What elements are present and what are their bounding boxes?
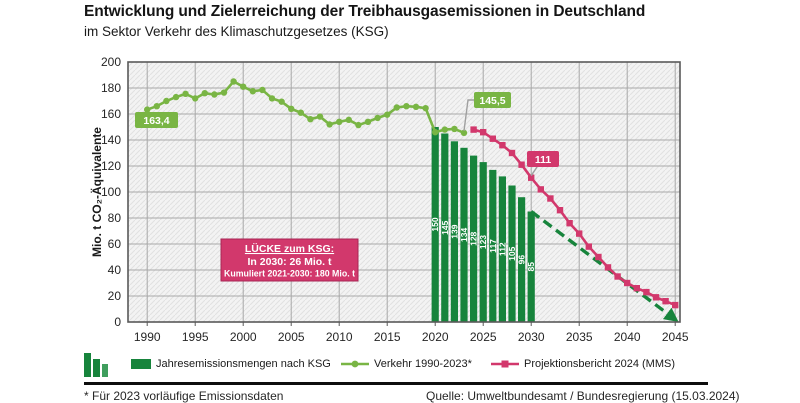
projection-line bbox=[473, 128, 676, 307]
bar-value-label: 145 bbox=[440, 220, 450, 234]
ksg-bar bbox=[498, 176, 506, 322]
x-tick-label: 2040 bbox=[614, 330, 641, 344]
source-credit: Quelle: Umweltbundesamt / Bundesregierun… bbox=[426, 389, 740, 403]
ksg-bar bbox=[431, 127, 439, 322]
ksg-bar bbox=[508, 185, 516, 322]
svg-text:111: 111 bbox=[535, 154, 552, 166]
ksg-bar bbox=[518, 197, 526, 322]
bar-value-label: 150 bbox=[430, 217, 440, 231]
legend: Jahresemissionsmengen nach KSG Verkehr 1… bbox=[0, 350, 800, 382]
bar-value-label: 105 bbox=[507, 246, 517, 260]
gap-box-line3: Kumuliert 2021-2030: 180 Mio. t bbox=[224, 269, 355, 279]
x-tick-label: 2030 bbox=[518, 330, 545, 344]
bar-chart-logo-icon bbox=[84, 353, 108, 377]
bar-value-label: 96 bbox=[517, 255, 527, 265]
svg-text:145,5: 145,5 bbox=[479, 95, 505, 107]
ksg-bar bbox=[470, 155, 478, 322]
ksg-bar bbox=[489, 169, 497, 322]
y-tick-label: 140 bbox=[101, 133, 121, 147]
ksg-bar bbox=[450, 141, 458, 322]
gap-box-title: LÜCKE zum KSG: bbox=[245, 242, 334, 255]
page-title: Entwicklung und Zielerreichung der Treib… bbox=[84, 3, 646, 20]
legend-item-projektion: Projektionsbericht 2024 (MMS) bbox=[491, 358, 675, 370]
projection-markers bbox=[470, 126, 679, 309]
bar-value-label: 112 bbox=[497, 242, 507, 256]
ksg-bar bbox=[460, 147, 468, 322]
last-actual-callout: 145,5 bbox=[463, 92, 511, 131]
x-tick-label: 2000 bbox=[230, 330, 257, 344]
plot-border bbox=[127, 61, 681, 323]
bar-value-label: 117 bbox=[488, 239, 498, 253]
y-tick-label: 120 bbox=[101, 159, 121, 173]
bar-value-label: 134 bbox=[459, 228, 469, 242]
y-tick-label: 180 bbox=[101, 81, 121, 95]
x-tick-label: 2025 bbox=[470, 330, 497, 344]
gap-annotation-box: LÜCKE zum KSG:In 2030: 26 Mio. tKumulier… bbox=[220, 238, 359, 282]
legend-label-ksg: Jahresemissionsmengen nach KSG bbox=[156, 358, 331, 370]
svg-text:163,4: 163,4 bbox=[143, 115, 169, 127]
line-circle-marker-icon bbox=[341, 360, 369, 368]
x-tick-label: 1995 bbox=[182, 330, 209, 344]
legend-item-ksg-bars: Jahresemissionsmengen nach KSG bbox=[131, 358, 331, 370]
x-tick-label: 2035 bbox=[566, 330, 593, 344]
start-value-callout: 163,4 bbox=[135, 112, 178, 128]
footnote: * Für 2023 vorläufige Emissionsdaten bbox=[84, 389, 284, 403]
verkehr-markers bbox=[144, 78, 468, 137]
bar-value-label: 128 bbox=[469, 231, 479, 245]
gap-box-line2: In 2030: 26 Mio. t bbox=[247, 256, 332, 268]
bar-value-label: 123 bbox=[478, 235, 488, 249]
y-tick-label: 0 bbox=[114, 315, 121, 329]
bar-value-label: 139 bbox=[449, 224, 459, 238]
projection-2030-callout: 111 bbox=[527, 151, 559, 177]
y-tick-label: 40 bbox=[108, 263, 122, 277]
page-subtitle: im Sektor Verkehr des Klimaschutzgesetze… bbox=[84, 24, 389, 39]
x-tick-label: 2020 bbox=[422, 330, 449, 344]
footer-divider bbox=[84, 382, 708, 385]
y-tick-label: 20 bbox=[108, 289, 122, 303]
ksg-bar bbox=[479, 162, 487, 322]
y-axis-title: Mio. t CO₂-Äquivalente bbox=[89, 127, 104, 257]
y-tick-label: 160 bbox=[101, 107, 121, 121]
x-tick-label: 2015 bbox=[374, 330, 401, 344]
y-tick-label: 100 bbox=[101, 185, 121, 199]
y-tick-label: 200 bbox=[101, 55, 121, 69]
legend-label-projektion: Projektionsbericht 2024 (MMS) bbox=[524, 358, 676, 370]
legend-item-verkehr: Verkehr 1990-2023* bbox=[341, 358, 472, 370]
x-tick-label: 1990 bbox=[134, 330, 161, 344]
x-tick-label: 2005 bbox=[278, 330, 305, 344]
ksg-bar bbox=[441, 133, 449, 322]
verkehr-line bbox=[146, 79, 465, 135]
x-tick-label: 2010 bbox=[326, 330, 353, 344]
x-axis-labels: 1990 1995 2000 2005 2010 2015 2020 2025 2030 2035… bbox=[134, 322, 689, 344]
x-tick-label: 2045 bbox=[662, 330, 689, 344]
y-tick-label: 80 bbox=[108, 211, 122, 225]
legend-label-verkehr: Verkehr 1990-2023* bbox=[374, 358, 472, 370]
bar-swatch-icon bbox=[131, 359, 151, 369]
y-tick-label: 60 bbox=[108, 237, 122, 251]
y-axis-labels: 0 20 40 60 80 100 120 140 160 180 200 bbox=[101, 55, 121, 329]
line-square-marker-icon bbox=[491, 360, 519, 368]
ksg-bar bbox=[527, 211, 535, 322]
bar-value-label: 85 bbox=[526, 262, 536, 272]
